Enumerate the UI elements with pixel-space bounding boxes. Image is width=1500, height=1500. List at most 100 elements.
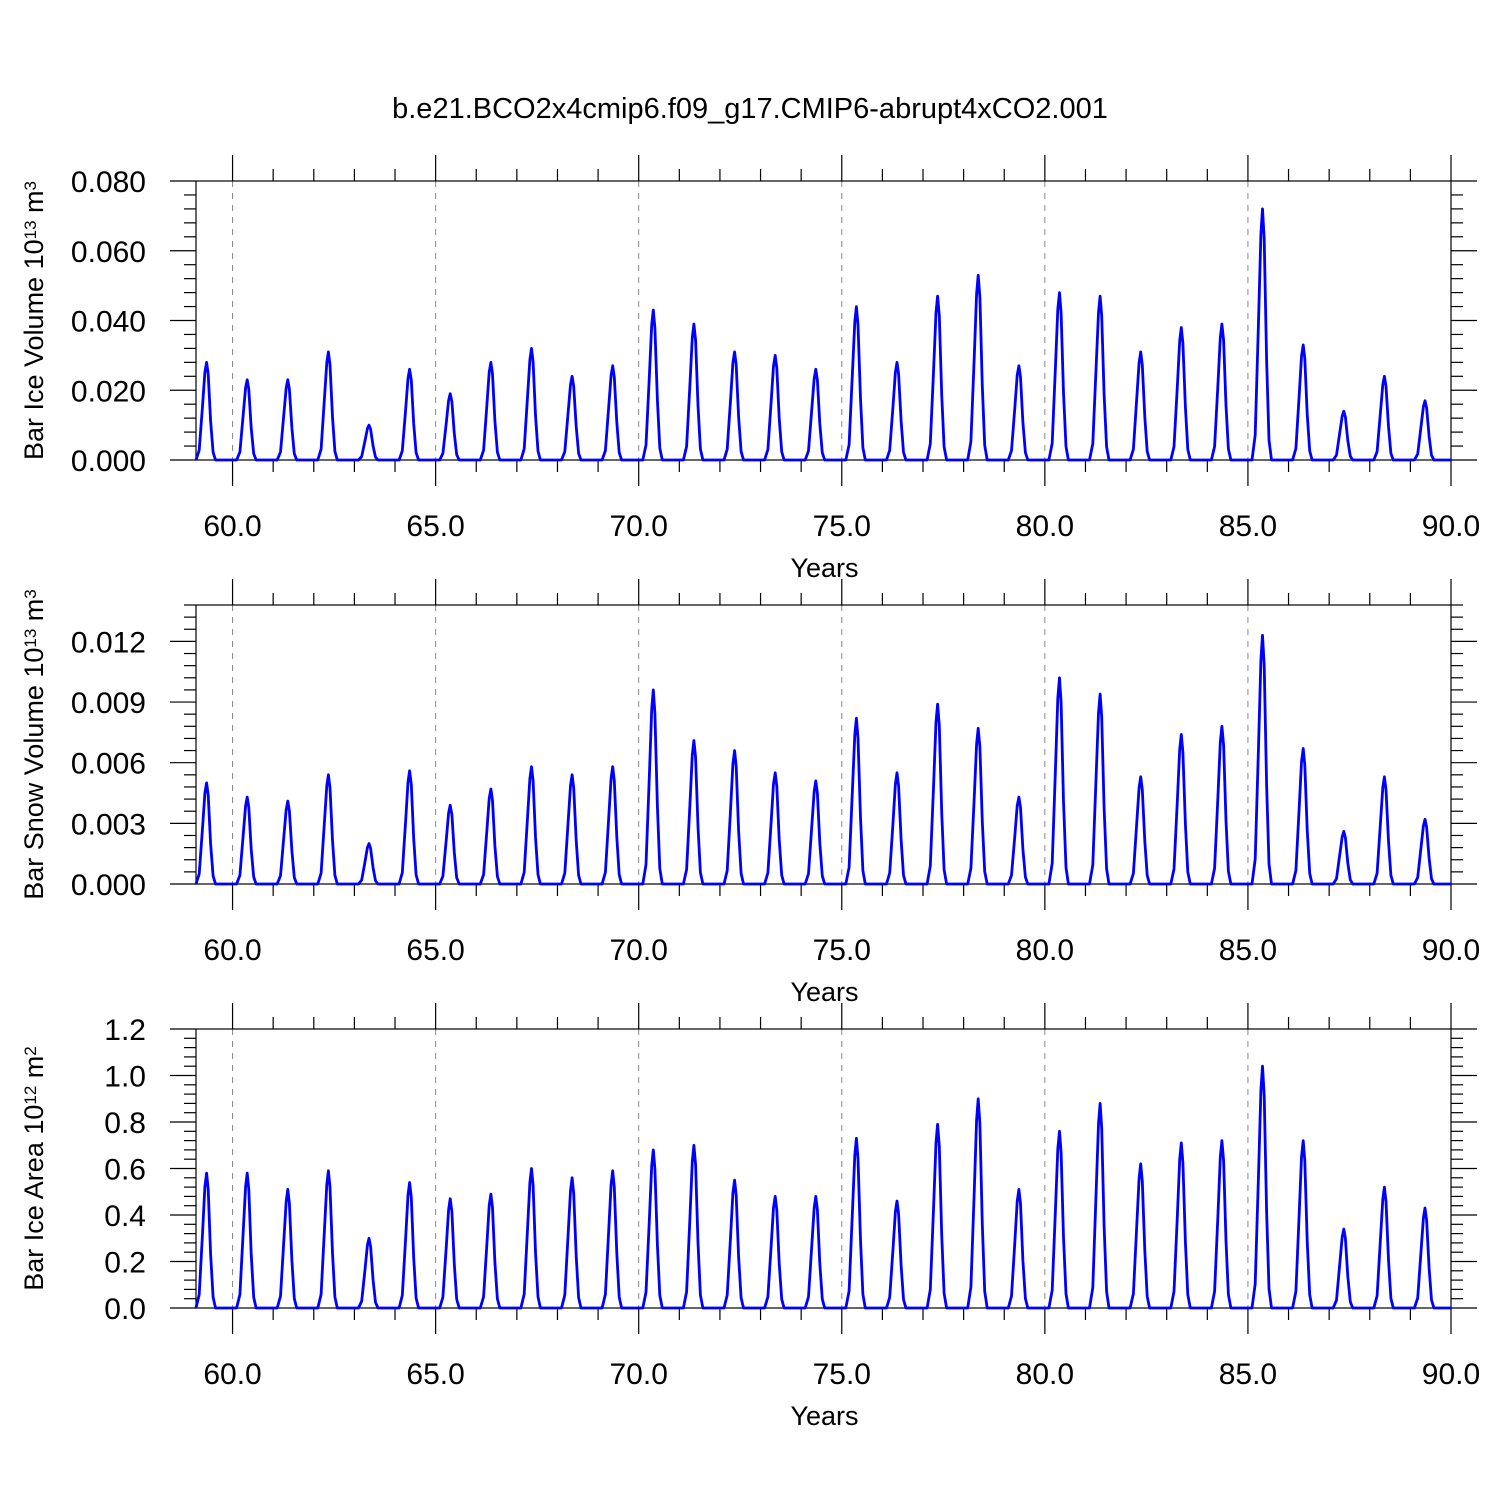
data-point [692, 322, 696, 326]
data-point [651, 688, 655, 692]
data-point [448, 392, 452, 396]
data-point [1382, 775, 1386, 779]
data-point [205, 781, 209, 785]
y-tick-label: 0.006 [71, 748, 146, 781]
data-point [1057, 676, 1061, 680]
x-tick-label: 85.0 [1219, 1358, 1277, 1391]
x-tick-label: 80.0 [1016, 510, 1074, 543]
data-point [1139, 350, 1143, 354]
x-tick-label: 75.0 [813, 1358, 871, 1391]
data-point [286, 799, 290, 803]
data-point [205, 1171, 209, 1175]
x-axis-label: Years [790, 1401, 858, 1431]
data-point [611, 364, 615, 368]
data-point [936, 1122, 940, 1126]
y-axis-label: Bar Snow Volume 1013 m3 [19, 589, 49, 900]
series-line [194, 633, 1451, 886]
data-point [1301, 343, 1305, 347]
data-point [854, 1136, 858, 1140]
data-point [489, 1192, 493, 1196]
data-point [1098, 692, 1102, 696]
x-tick-label: 75.0 [813, 510, 871, 543]
y-tick-label: 0.020 [71, 375, 146, 408]
data-point [1423, 817, 1427, 821]
data-point [1220, 1139, 1224, 1143]
data-point [651, 1148, 655, 1152]
y-tick-label: 0.040 [71, 306, 146, 339]
x-tick-label: 65.0 [406, 510, 464, 543]
data-point [529, 346, 533, 350]
y-tick-label: 0.6 [104, 1154, 146, 1187]
x-tick-label: 90.0 [1422, 1358, 1480, 1391]
x-tick-label: 65.0 [406, 934, 464, 967]
data-point [936, 294, 940, 298]
data-point [733, 749, 737, 753]
data-point [448, 803, 452, 807]
chart-panels: 60.0 65.0 70.0 75.0 80.0 85.0 90.0 0.000 0.020 0.… [19, 155, 1480, 1431]
data-point [651, 308, 655, 312]
x-tick-label: 75.0 [813, 934, 871, 967]
data-point [854, 305, 858, 309]
data-point [1179, 1141, 1183, 1145]
series-line [194, 207, 1451, 462]
data-point [1423, 399, 1427, 403]
data-point [976, 1097, 980, 1101]
data-point [1342, 829, 1346, 833]
data-point [1382, 1185, 1386, 1189]
data-point [448, 1197, 452, 1201]
data-point [205, 360, 209, 364]
x-axis-label: Years [790, 977, 858, 1007]
data-point [570, 1176, 574, 1180]
data-point [326, 773, 330, 777]
data-point [1382, 374, 1386, 378]
chart-panel-3: 60.0 65.0 70.0 75.0 80.0 85.0 90.0 0.0 0.2 0.4 0.6… [19, 1003, 1480, 1431]
data-point [611, 765, 615, 769]
x-tick-label: 90.0 [1422, 510, 1480, 543]
y-tick-label: 0.012 [71, 626, 146, 659]
data-point [1179, 732, 1183, 736]
data-point [1261, 1064, 1265, 1068]
data-point [1057, 1129, 1061, 1133]
data-point [408, 367, 412, 371]
data-point [1342, 409, 1346, 413]
data-point [895, 360, 899, 364]
data-point [245, 378, 249, 382]
data-point [733, 350, 737, 354]
data-point [326, 350, 330, 354]
x-tick-label: 60.0 [203, 934, 261, 967]
data-point [1220, 322, 1224, 326]
data-point [692, 1143, 696, 1147]
data-point [1220, 724, 1224, 728]
x-tick-label: 80.0 [1016, 1358, 1074, 1391]
chart-panel-1: 60.0 65.0 70.0 75.0 80.0 85.0 90.0 0.000 0.020 0.… [19, 155, 1480, 583]
x-tick-label: 70.0 [610, 1358, 668, 1391]
x-tick-label: 85.0 [1219, 510, 1277, 543]
y-axis-label: Bar Ice Area 1012 m2 [19, 1046, 49, 1291]
data-point [326, 1169, 330, 1173]
y-tick-label: 0.000 [71, 445, 146, 478]
data-point [408, 769, 412, 773]
data-point [895, 771, 899, 775]
chart-panel-2: 60.0 65.0 70.0 75.0 80.0 85.0 90.0 0.000 0.003 0.… [19, 579, 1480, 1007]
y-tick-label: 0.8 [104, 1107, 146, 1140]
data-point [773, 1194, 777, 1198]
data-point [895, 1199, 899, 1203]
data-point [1017, 364, 1021, 368]
y-tick-label: 0.080 [71, 166, 146, 199]
y-axis-label: Bar Ice Volume 1013 m3 [19, 181, 49, 460]
data-point [1301, 747, 1305, 751]
data-point [570, 374, 574, 378]
data-point [733, 1178, 737, 1182]
data-point [489, 360, 493, 364]
data-point [1057, 291, 1061, 295]
x-tick-label: 60.0 [203, 1358, 261, 1391]
y-tick-label: 0.4 [104, 1200, 146, 1233]
y-tick-label: 0.0 [104, 1293, 146, 1326]
x-tick-label: 65.0 [406, 1358, 464, 1391]
data-point [1139, 775, 1143, 779]
x-tick-label: 80.0 [1016, 934, 1074, 967]
y-tick-label: 1.2 [104, 1014, 146, 1047]
x-tick-label: 70.0 [610, 510, 668, 543]
data-point [773, 353, 777, 357]
